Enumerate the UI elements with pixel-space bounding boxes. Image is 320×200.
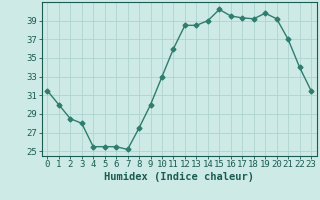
X-axis label: Humidex (Indice chaleur): Humidex (Indice chaleur) <box>104 172 254 182</box>
